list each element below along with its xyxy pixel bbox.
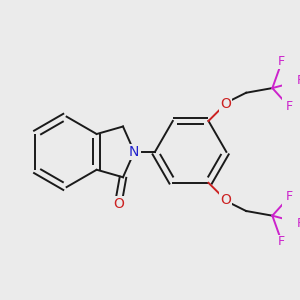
Text: F: F (278, 236, 285, 248)
Text: F: F (297, 217, 300, 230)
Text: O: O (113, 196, 124, 211)
Text: F: F (278, 55, 285, 68)
Text: F: F (286, 100, 293, 113)
Text: N: N (129, 145, 140, 159)
Text: O: O (220, 97, 231, 111)
Text: O: O (220, 193, 231, 207)
Text: F: F (286, 190, 293, 203)
Text: F: F (297, 74, 300, 87)
